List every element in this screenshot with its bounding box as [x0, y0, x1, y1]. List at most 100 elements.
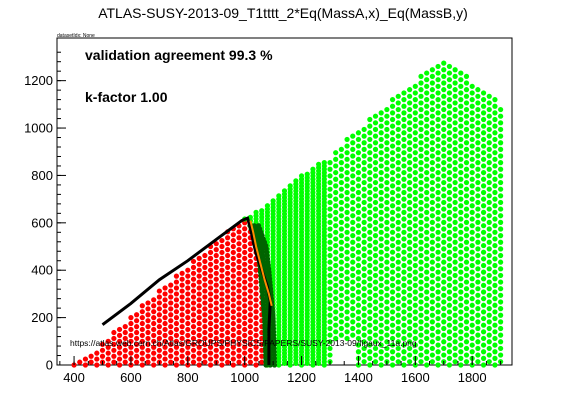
allowed-point: [424, 309, 430, 315]
allowed-point: [367, 236, 373, 242]
allowed-point: [424, 123, 430, 129]
allowed-point: [452, 233, 458, 239]
excluded-point: [225, 258, 231, 265]
allowed-point: [401, 249, 407, 255]
excluded-point: [190, 294, 197, 300]
y-tick-label: 1000: [24, 121, 53, 136]
allowed-point: [446, 63, 453, 70]
allowed-point: [401, 209, 407, 215]
allowed-point: [378, 196, 384, 202]
allowed-point: [361, 279, 367, 285]
allowed-point: [486, 160, 492, 166]
allowed-point: [407, 325, 413, 332]
allowed-point: [446, 276, 453, 282]
allowed-point: [333, 236, 339, 242]
allowed-point: [418, 160, 424, 166]
allowed-point: [395, 100, 401, 106]
excluded-point: [236, 229, 242, 235]
allowed-point: [458, 116, 464, 123]
allowed-point: [395, 332, 401, 338]
allowed-point: [327, 299, 333, 305]
allowed-point: [424, 355, 430, 361]
allowed-point: [452, 332, 458, 338]
allowed-point: [338, 239, 344, 245]
allowed-point: [361, 259, 367, 265]
allowed-point: [429, 246, 435, 252]
allowed-point: [338, 226, 344, 232]
allowed-point: [463, 266, 470, 272]
allowed-point: [361, 153, 367, 159]
excluded-point: [230, 315, 236, 321]
allowed-point: [429, 279, 435, 285]
allowed-point: [469, 249, 475, 255]
excluded-point: [145, 341, 151, 347]
allowed-point: [407, 133, 413, 139]
excluded-point: [230, 232, 236, 238]
allowed-point: [441, 206, 447, 212]
excluded-point: [139, 326, 145, 333]
allowed-point: [480, 309, 487, 315]
allowed-point: [384, 213, 390, 219]
allowed-point: [407, 279, 413, 285]
allowed-point: [475, 160, 481, 166]
allowed-point: [424, 322, 430, 328]
allowed-point: [492, 342, 498, 348]
allowed-point: [429, 153, 435, 159]
allowed-point: [367, 355, 373, 361]
allowed-point: [389, 256, 396, 262]
allowed-point: [435, 196, 441, 202]
allowed-point: [469, 116, 475, 123]
allowed-point: [401, 150, 407, 156]
allowed-point: [384, 292, 390, 298]
excluded-point: [179, 318, 185, 324]
allowed-point: [498, 325, 504, 332]
allowed-point: [498, 173, 504, 179]
excluded-point: [99, 347, 106, 353]
allowed-point: [355, 163, 362, 169]
excluded-point: [225, 335, 231, 342]
allowed-point: [475, 239, 481, 245]
allowed-point: [401, 302, 407, 308]
excluded-point: [168, 282, 174, 288]
excluded-point: [236, 294, 242, 300]
allowed-point: [435, 256, 441, 262]
excluded-point: [247, 300, 253, 306]
allowed-point: [407, 166, 413, 172]
allowed-point: [498, 279, 504, 285]
allowed-point: [469, 349, 475, 355]
allowed-point: [372, 299, 379, 305]
excluded-point: [247, 324, 253, 330]
allowed-point: [441, 133, 447, 139]
allowed-point: [384, 193, 390, 199]
excluded-point: [179, 288, 185, 294]
allowed-point: [458, 276, 464, 282]
excluded-point: [219, 261, 225, 267]
allowed-point: [492, 236, 498, 242]
allowed-point: [424, 83, 430, 89]
allowed-point: [429, 272, 435, 279]
allowed-point: [395, 140, 401, 146]
allowed-point: [333, 216, 339, 222]
allowed-point: [498, 352, 504, 358]
allowed-point: [435, 77, 441, 83]
validation-contour: [249, 220, 273, 307]
excluded-point: [242, 279, 248, 285]
allowed-point: [452, 80, 458, 86]
excluded-point: [225, 347, 231, 353]
excluded-point: [253, 338, 259, 344]
excluded-point: [236, 252, 242, 259]
allowed-point: [344, 236, 350, 242]
excluded-point: [202, 282, 208, 288]
allowed-point: [384, 186, 390, 192]
excluded-point: [196, 297, 202, 303]
allowed-point: [401, 203, 407, 209]
allowed-point: [486, 140, 492, 146]
allowed-point: [333, 276, 339, 282]
allowed-point: [384, 252, 390, 259]
allowed-point: [452, 140, 458, 146]
allowed-point: [458, 70, 464, 76]
allowed-point: [486, 193, 492, 199]
allowed-point: [338, 286, 344, 292]
allowed-point: [435, 335, 441, 342]
excluded-point: [179, 359, 185, 365]
